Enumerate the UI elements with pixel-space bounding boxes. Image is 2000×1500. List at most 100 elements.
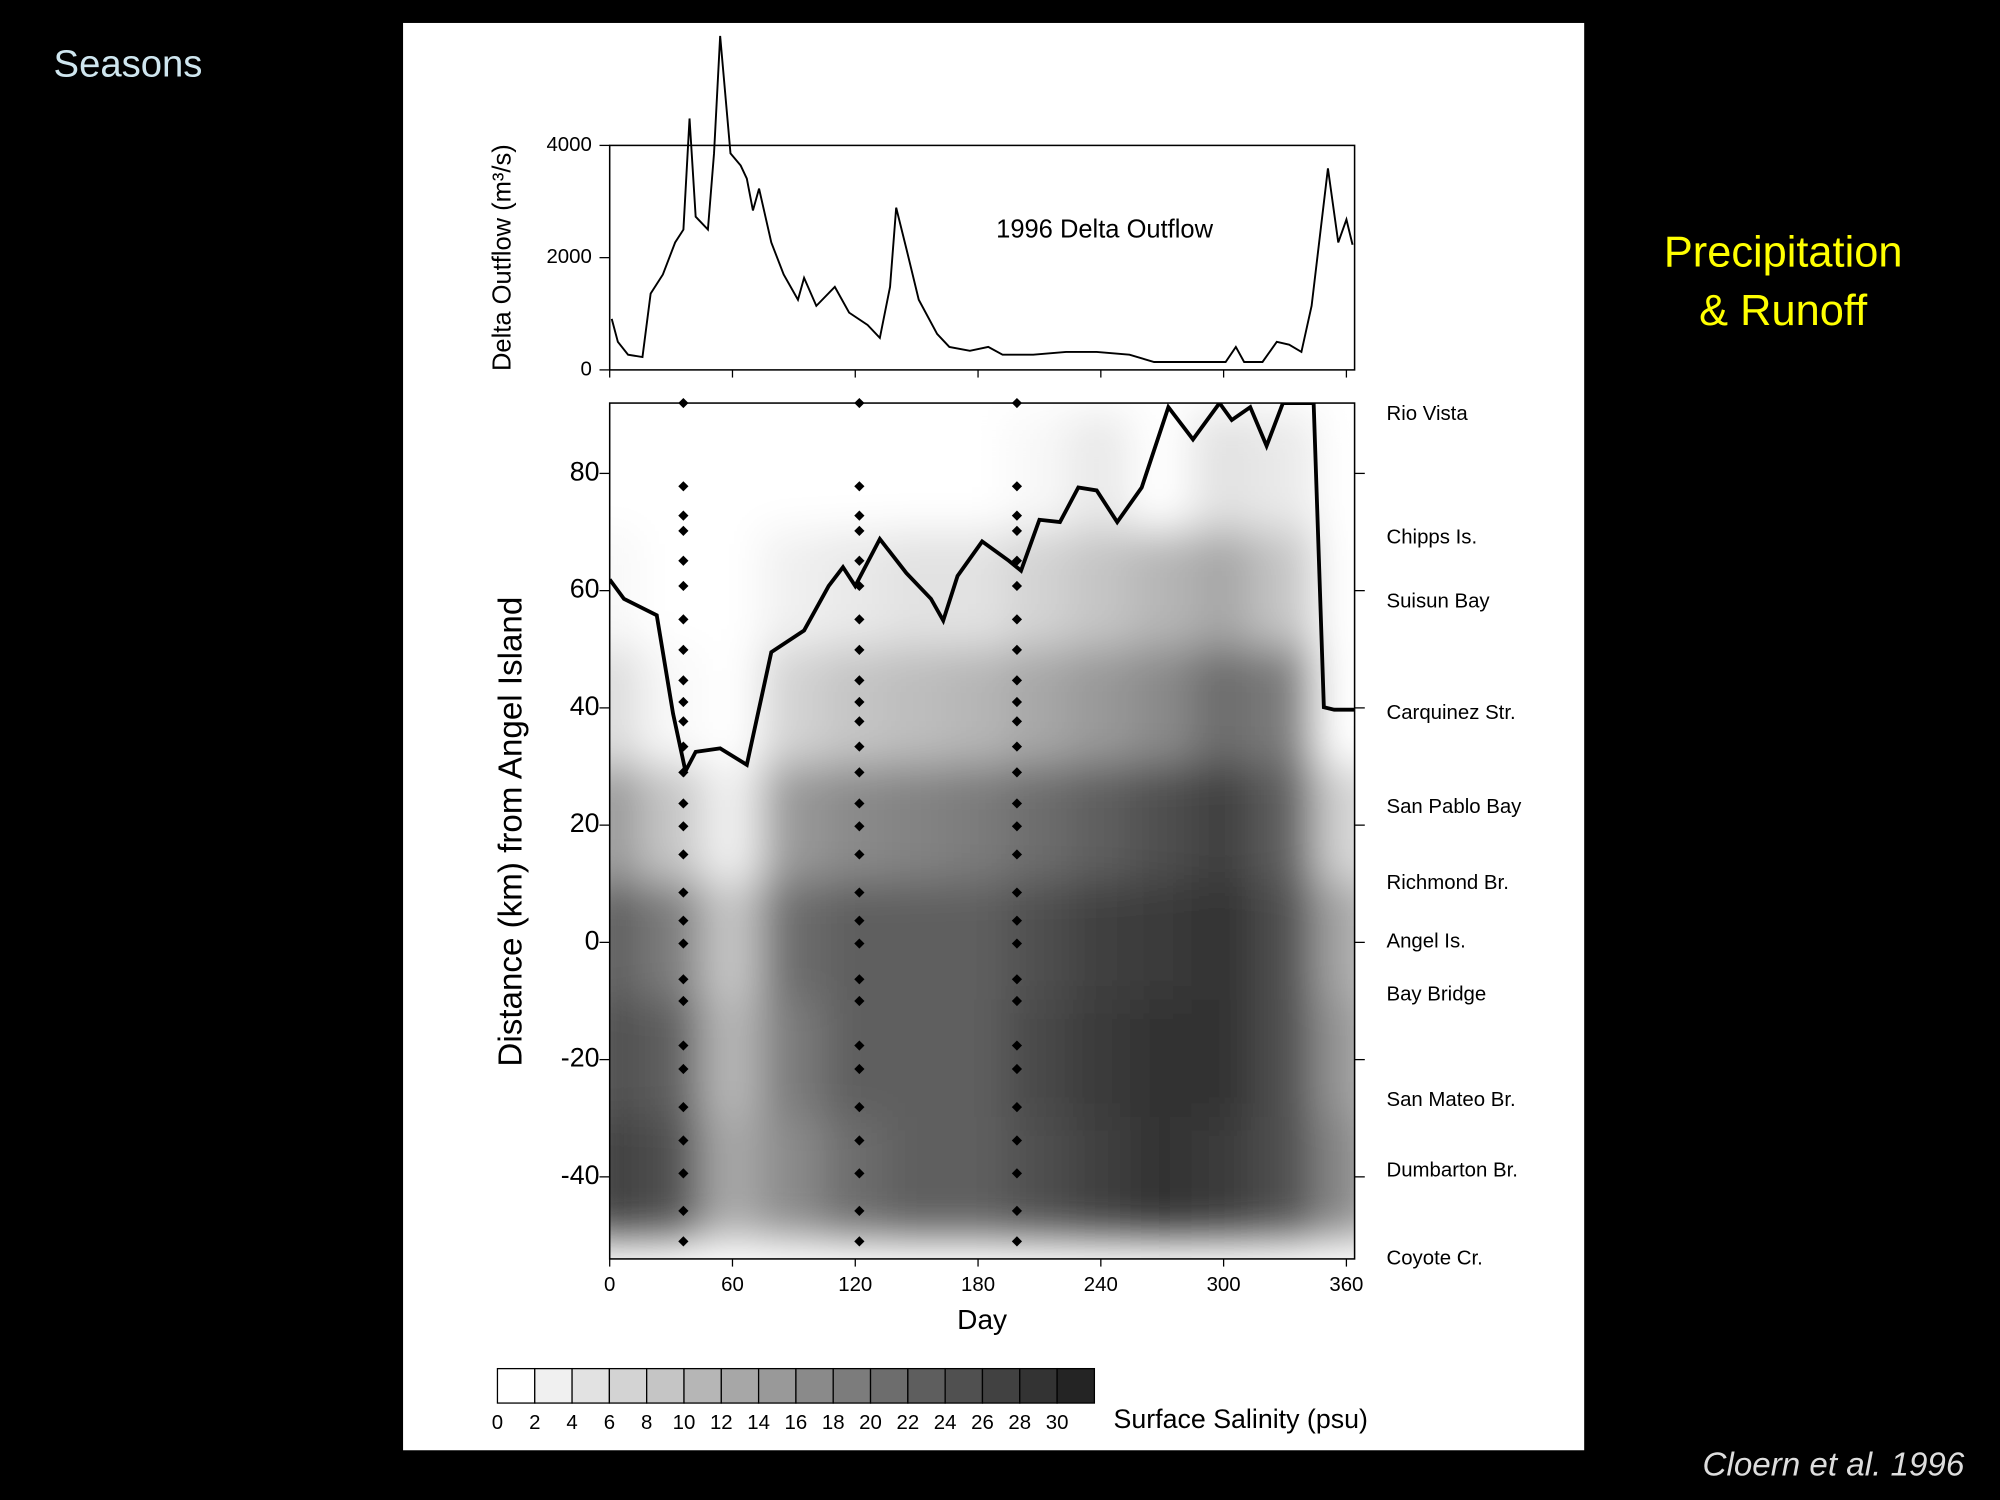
colorbar-box <box>720 1367 760 1404</box>
sampling-point <box>1011 995 1023 1007</box>
y-axis-label: Delta Outflow (m³/s) <box>489 144 517 371</box>
sampling-point <box>1011 614 1023 625</box>
salinity-cell <box>946 647 1011 768</box>
salinity-cell <box>1068 765 1133 886</box>
colorbar-tick-label: 30 <box>1046 1412 1069 1434</box>
sampling-point <box>1011 1101 1023 1113</box>
colorbar-tick-label: 12 <box>710 1412 733 1434</box>
sampling-point <box>1011 675 1023 686</box>
colorbar-box <box>832 1367 872 1404</box>
colorbar-box <box>571 1367 611 1404</box>
salinity-cell <box>1253 882 1317 1003</box>
sampling-point <box>1011 1040 1023 1051</box>
salinity-cell <box>700 1116 765 1237</box>
colorbar-tick-label: 2 <box>529 1412 540 1434</box>
x-tick-label: 300 <box>1207 1274 1241 1296</box>
sampling-point <box>854 614 865 625</box>
salinity-cell <box>1130 999 1195 1120</box>
salinity-cell <box>761 882 826 1003</box>
sampling-point <box>678 1040 689 1051</box>
sampling-point <box>678 974 689 985</box>
salinity-cell <box>1191 882 1256 1003</box>
salinity-cell <box>884 882 949 1003</box>
colorbar-box <box>907 1367 946 1404</box>
sampling-point <box>678 1168 689 1179</box>
salinity-cell <box>1191 647 1256 768</box>
sampling-point <box>854 555 865 566</box>
salinity-cell <box>761 530 826 651</box>
station-label: San Mateo Br. <box>1386 1089 1515 1111</box>
colorbar-box <box>1019 1367 1058 1404</box>
sampling-point <box>854 580 865 592</box>
colorbar-box <box>757 1367 797 1404</box>
salinity-cell <box>639 1116 704 1237</box>
sampling-point <box>1011 1236 1023 1247</box>
salinity-cell <box>1191 413 1256 534</box>
sampling-point <box>854 1135 865 1146</box>
contour-field <box>609 413 1355 1237</box>
y-tick-label: 0 <box>580 358 591 380</box>
salinity-cell <box>823 530 888 651</box>
sampling-point <box>854 716 865 727</box>
colorbar-box <box>981 1367 1021 1404</box>
salinity-cell <box>1068 1116 1133 1237</box>
salinity-cell <box>761 413 826 534</box>
salinity-cell <box>609 999 642 1120</box>
sampling-point <box>854 481 865 492</box>
salinity-cell <box>1130 647 1195 768</box>
sampling-point <box>1011 887 1023 898</box>
y-tick-label: 20 <box>570 808 600 838</box>
y-tick-label: 80 <box>570 456 600 486</box>
sampling-point <box>1011 798 1023 809</box>
salinity-cell <box>1130 882 1195 1003</box>
sampling-point <box>678 525 689 536</box>
sampling-point <box>854 1236 865 1247</box>
sampling-point <box>678 995 689 1007</box>
sampling-point <box>854 1205 865 1216</box>
station-label: Rio Vista <box>1386 403 1468 425</box>
colorbar-box <box>1056 1367 1096 1404</box>
salinity-cell <box>609 647 642 768</box>
sampling-point <box>678 397 689 409</box>
sampling-point <box>678 614 689 625</box>
sampling-point <box>854 510 865 521</box>
sampling-point <box>678 1063 689 1075</box>
colorbar-tick-label: 18 <box>822 1412 845 1434</box>
salinity-cell <box>823 647 888 768</box>
salinity-cell <box>1253 765 1317 886</box>
salinity-cell <box>609 530 642 651</box>
salinity-cell <box>1130 765 1195 886</box>
salinity-cell <box>946 413 1011 534</box>
sampling-point <box>854 821 865 832</box>
colorbar-box <box>646 1367 685 1404</box>
salinity-cell <box>700 530 765 651</box>
colorbar-box <box>944 1367 984 1404</box>
colorbar-box <box>795 1367 834 1404</box>
sampling-point <box>678 938 689 949</box>
salinity-cell <box>609 1116 642 1237</box>
salinity-cell <box>1191 999 1256 1120</box>
salinity-cell <box>700 882 765 1003</box>
sampling-point <box>678 767 689 778</box>
sampling-point <box>678 1205 689 1216</box>
side-text: Precipitation <box>1664 229 1903 277</box>
salinity-cell <box>884 1116 949 1237</box>
salinity-cell <box>823 882 888 1003</box>
colorbar-tick-label: 4 <box>566 1412 577 1434</box>
x-tick-label: 360 <box>1329 1274 1363 1296</box>
salinity-cell <box>823 765 888 886</box>
sampling-point <box>854 1063 865 1075</box>
salinity-cell <box>1068 647 1133 768</box>
sampling-point <box>1011 938 1023 949</box>
salinity-cell <box>1253 647 1317 768</box>
salinity-cell <box>761 647 826 768</box>
sampling-point <box>678 716 689 727</box>
colorbar-tick-label: 8 <box>641 1412 652 1434</box>
plot-frame <box>608 402 1356 1260</box>
salinity-cell <box>639 999 704 1120</box>
sampling-point <box>854 849 865 860</box>
salinity-cell <box>1314 882 1355 1003</box>
sampling-point <box>678 481 689 492</box>
sampling-point <box>678 696 689 708</box>
